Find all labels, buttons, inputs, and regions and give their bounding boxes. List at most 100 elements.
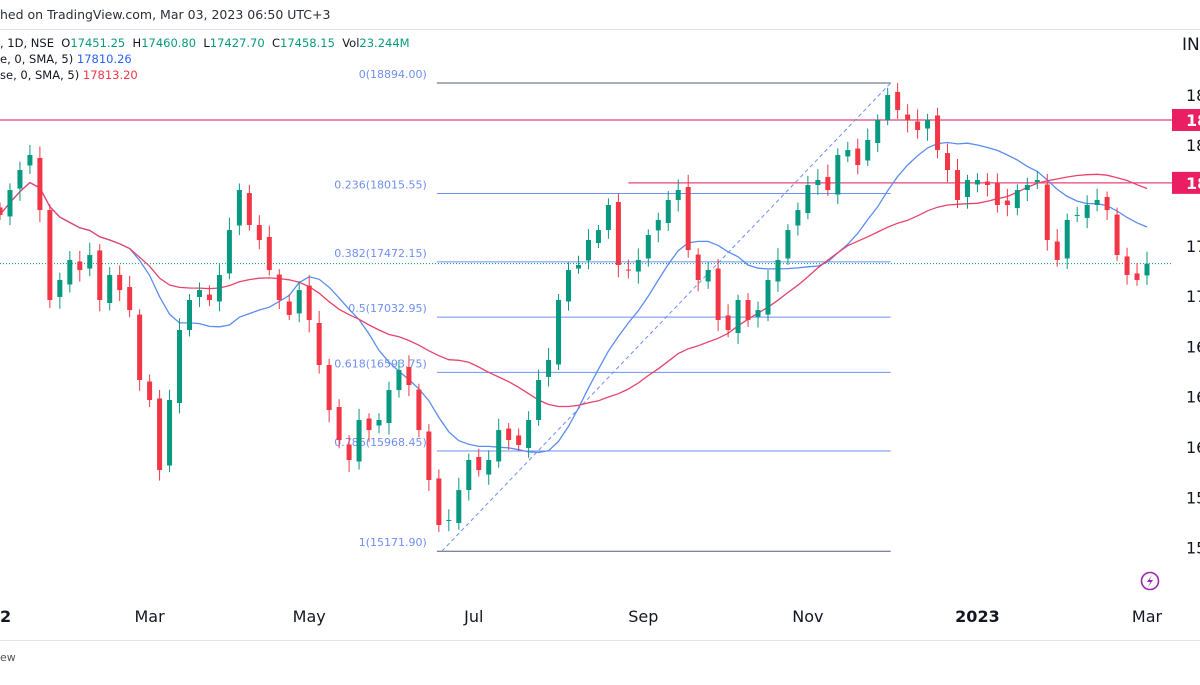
candle-body — [516, 435, 522, 446]
candle-body — [795, 210, 801, 226]
fib-level-label: 0.5(17032.95) — [348, 302, 427, 315]
sma-red-line — [0, 173, 1148, 408]
candle-body — [47, 210, 53, 300]
y-tick-label: 15 — [1186, 488, 1200, 507]
candle-body — [765, 279, 771, 315]
candle-body — [585, 239, 591, 261]
x-tick-label: 2023 — [955, 607, 1000, 626]
open-label: O — [61, 36, 71, 50]
candle-body — [7, 190, 13, 217]
candle-body — [1094, 199, 1100, 206]
candle-body — [865, 139, 871, 161]
price-label-bg — [1172, 108, 1200, 131]
fib-level-label: 0.236(18015.55) — [334, 178, 427, 191]
candle-body — [915, 121, 921, 131]
candle-body — [546, 359, 552, 377]
candle-body — [27, 154, 33, 166]
y-tick-label: 16 — [1186, 438, 1200, 457]
candle-body — [206, 294, 212, 300]
candle-body — [87, 254, 93, 269]
ma2-legend[interactable]: se, 0, SMA, 5) 17813.20 — [0, 68, 138, 82]
candle-body — [665, 199, 671, 223]
candle-body — [1064, 219, 1070, 259]
ma1-label: e, 0, SMA, 5) — [0, 52, 74, 66]
candle-body — [466, 459, 472, 491]
candle-body — [695, 254, 701, 280]
candle-body — [256, 225, 262, 240]
candle-body — [157, 398, 163, 471]
candle-body — [755, 310, 761, 317]
candle-body — [486, 459, 492, 475]
candle-body — [575, 265, 581, 269]
candle-body — [1144, 263, 1150, 276]
candle-body — [605, 205, 611, 231]
volume-label: Vol — [342, 36, 360, 50]
x-tick-label: Jul — [463, 607, 483, 626]
candle-body — [925, 119, 931, 129]
candle-body — [954, 170, 960, 200]
candle-body — [216, 274, 222, 302]
candle-body — [905, 114, 911, 120]
candle-body — [77, 261, 83, 271]
fib-level-label: 0.618(16593.75) — [334, 357, 427, 370]
candle-body — [496, 430, 502, 462]
high-value: 17460.80 — [141, 36, 197, 50]
candle-body — [725, 315, 731, 331]
candle-body — [1014, 190, 1020, 209]
candle-body — [974, 179, 980, 185]
x-tick-label: Mar — [135, 607, 166, 626]
candle-body — [775, 259, 781, 282]
candle-body — [1074, 214, 1080, 216]
candle-body — [326, 365, 332, 411]
candle-body — [645, 234, 651, 259]
candle-body — [625, 269, 631, 271]
candle-body — [994, 183, 1000, 206]
lightning-icon[interactable] — [1140, 571, 1160, 591]
candle-body — [745, 299, 751, 320]
low-label: L — [203, 36, 210, 50]
candle-body — [835, 154, 841, 195]
candle-body — [436, 478, 442, 526]
candle-body — [266, 236, 272, 271]
y-tick-label: 18 — [1186, 86, 1200, 105]
candle-body — [675, 190, 681, 200]
candle-body — [406, 367, 412, 386]
candle-body — [167, 399, 173, 466]
candle-body — [945, 153, 951, 171]
ma1-legend[interactable]: e, 0, SMA, 5) 17810.26 — [0, 52, 132, 66]
candle-body — [1034, 179, 1040, 182]
candle-body — [366, 418, 372, 431]
y-tick-label: 17 — [1186, 237, 1200, 256]
candle-body — [1084, 205, 1090, 218]
candle-body — [177, 330, 183, 403]
ma1-value: 17810.26 — [76, 52, 132, 66]
candle-body — [306, 285, 312, 320]
price-label: 18 — [1186, 111, 1200, 130]
fib-trend-line — [441, 82, 892, 552]
candle-body — [456, 490, 462, 523]
candle-body — [316, 323, 322, 366]
candle-body — [346, 444, 352, 460]
candle-body — [964, 179, 970, 197]
y-tick-label: 18 — [1186, 136, 1200, 155]
candle-body — [615, 201, 621, 266]
candle-body — [117, 274, 123, 291]
candle-body — [396, 370, 402, 391]
symbol-info: , 1D, NSE — [0, 36, 54, 50]
candle-body — [356, 419, 362, 462]
open-value: 17451.25 — [70, 36, 126, 50]
candle-body — [1004, 200, 1010, 206]
publish-text: hed on TradingView.com, Mar 03, 2023 06:… — [0, 7, 331, 22]
candle-body — [137, 314, 143, 380]
price-chart[interactable]: IN 18 18 0(18894.00) 0.236(18015.55) 0.382(1… — [0, 0, 1200, 640]
candle-body — [635, 259, 641, 272]
candle-body — [226, 230, 232, 274]
footer-text: ew — [0, 651, 16, 664]
candle-body — [426, 431, 432, 480]
ma2-label: se, 0, SMA, 5) — [0, 68, 80, 82]
ohlc-legend: , 1D, NSE O17451.25 H17460.80 L17427.70 … — [0, 36, 410, 50]
candle-body — [855, 148, 861, 166]
candle-body — [685, 187, 691, 251]
x-tick-label: Sep — [628, 607, 658, 626]
fib-level-label: 0.382(17472.15) — [334, 247, 427, 260]
